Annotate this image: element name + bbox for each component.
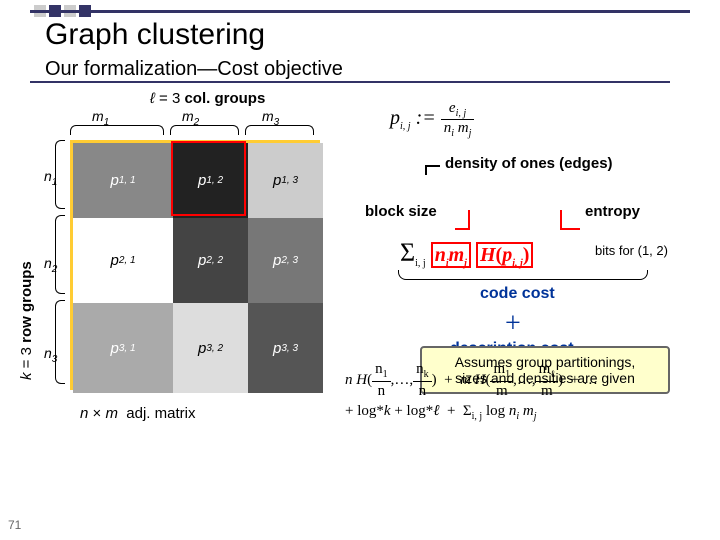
- row-group-label: k = 3 row groups: [18, 261, 35, 380]
- main-formula: Σi, j nimj H(pi, j): [400, 238, 533, 269]
- matrix-cell-1-3: p1, 3: [248, 143, 323, 218]
- code-cost-label: code cost: [480, 285, 555, 303]
- matrix-highlight: [171, 141, 246, 216]
- density-label: density of ones (edges): [445, 155, 613, 172]
- matrix-cell-3-1: p3, 1: [73, 303, 173, 393]
- slide-number: 71: [8, 518, 21, 532]
- adjacency-matrix: p1, 1p1, 2p1, 3p2, 1p2, 2p2, 3p3, 1p3, 2…: [70, 140, 320, 390]
- matrix-cell-2-1: p2, 1: [73, 218, 173, 303]
- row-brace-1: [55, 140, 65, 209]
- page-subtitle: Our formalization—Cost objective: [30, 58, 670, 83]
- pij-definition: pi, j := ei, jni mj: [390, 100, 474, 139]
- row-brace-3: [55, 300, 65, 384]
- block-size-arrow: [455, 210, 470, 230]
- entropy-arrow: [560, 210, 580, 230]
- density-arrow: [425, 165, 440, 175]
- col-brace-1: [70, 125, 164, 135]
- col-group-label: ℓ = 3 col. groups: [150, 90, 265, 107]
- plus-sign: +: [505, 308, 521, 340]
- page-title: Graph clustering: [45, 18, 265, 52]
- matrix-caption: n × m adj. matrix: [80, 405, 195, 422]
- header-rule: [30, 10, 690, 13]
- row-brace-2: [55, 215, 65, 294]
- block-size-label: block size: [365, 203, 437, 220]
- entropy-label: entropy: [585, 203, 640, 220]
- matrix-cell-2-3: p2, 3: [248, 218, 323, 303]
- matrix-cell-3-2: p3, 2: [173, 303, 248, 393]
- matrix-cell-3-3: p3, 3: [248, 303, 323, 393]
- code-cost-brace: [398, 270, 648, 280]
- description-formula: n H(n1n,…,nkn) + m H(m1m,…,mℓm) + … + lo…: [345, 360, 598, 423]
- matrix-cell-1-1: p1, 1: [73, 143, 173, 218]
- matrix-cell-2-2: p2, 2: [173, 218, 248, 303]
- col-brace-2: [170, 125, 239, 135]
- bits-for-label: bits for (1, 2): [595, 243, 668, 258]
- col-brace-3: [245, 125, 314, 135]
